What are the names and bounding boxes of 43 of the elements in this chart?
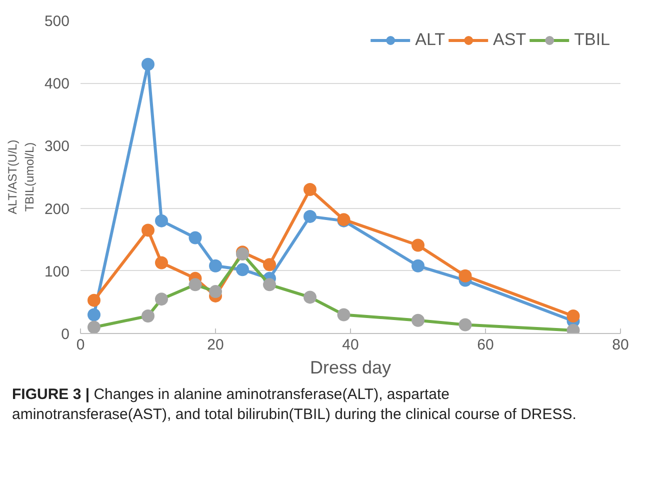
point xyxy=(155,256,168,270)
legend-label: AST xyxy=(493,30,526,50)
y-tick-label: 100 xyxy=(44,263,70,280)
point xyxy=(458,318,472,332)
x-tick-label: 80 xyxy=(612,336,629,354)
x-tick-label: 20 xyxy=(207,336,224,354)
x-tick-label: 60 xyxy=(477,336,494,354)
point xyxy=(304,290,316,304)
x-tick-label: 0 xyxy=(76,336,85,354)
point xyxy=(142,309,154,322)
point xyxy=(188,278,202,292)
y-tick-label: 300 xyxy=(44,138,70,156)
y-tick-label: 400 xyxy=(44,76,70,93)
x-tick-label: 40 xyxy=(342,336,359,354)
point xyxy=(88,294,100,307)
y-axis-title: ALT/AST(U/L) TBIL(umol/L) xyxy=(6,140,36,214)
caption: FIGURE 3 | xyxy=(12,386,90,403)
point xyxy=(263,258,276,272)
point xyxy=(155,292,168,306)
point xyxy=(142,224,154,237)
point xyxy=(412,259,424,272)
y-tick-label: 0 xyxy=(61,326,70,343)
point xyxy=(412,238,424,252)
point xyxy=(337,308,350,322)
point xyxy=(88,308,100,322)
y-tick-label: 200 xyxy=(44,200,70,218)
legend-label: TBIL xyxy=(574,30,610,50)
point xyxy=(188,231,202,244)
point xyxy=(458,269,472,282)
point xyxy=(566,309,580,322)
x-axis-title: Dress day xyxy=(310,358,392,378)
point xyxy=(142,58,154,71)
point xyxy=(304,183,316,196)
legend-label: ALT xyxy=(415,30,446,50)
point xyxy=(412,314,424,327)
y-tick-label: 500 xyxy=(44,13,70,30)
point xyxy=(88,320,100,334)
point xyxy=(155,214,168,228)
point xyxy=(304,210,316,223)
point xyxy=(236,263,249,276)
point xyxy=(263,278,276,292)
point xyxy=(209,285,222,298)
point xyxy=(209,259,222,272)
